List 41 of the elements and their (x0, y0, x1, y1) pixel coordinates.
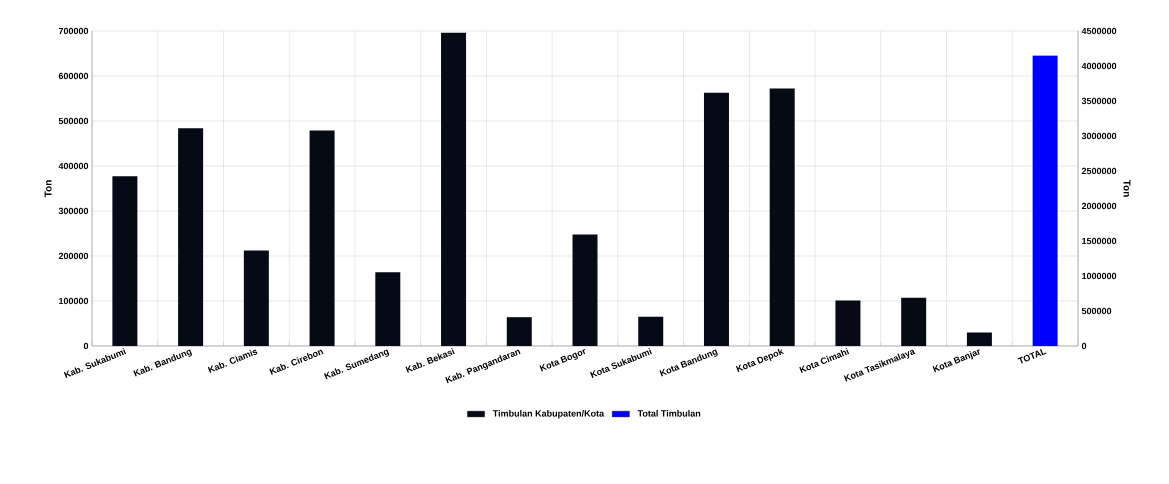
bar (901, 297, 927, 346)
bar (506, 317, 532, 346)
x-tick-label: Kota Bogor (539, 348, 586, 372)
bar (178, 128, 204, 346)
y2-tick-label: 1500000 (1082, 237, 1117, 245)
y-tick-label: 100000 (59, 297, 89, 305)
y2-tick-label: 0 (1081, 342, 1087, 350)
legend-label: Timbulan Kabupaten/Kota (492, 410, 605, 419)
y2-tick-label: 4500000 (1081, 27, 1117, 35)
bar (638, 316, 664, 346)
bar (835, 300, 861, 346)
y-axis-title: Ton (44, 180, 52, 198)
bar (112, 176, 138, 346)
y2-tick-label: 2500000 (1081, 167, 1117, 175)
y-tick-label: 200000 (58, 252, 89, 260)
y-tick-label: 300000 (58, 207, 89, 215)
bar (375, 272, 401, 346)
x-tick-label: Kota Banjar (932, 349, 980, 373)
bar (309, 130, 335, 346)
bar (703, 92, 729, 346)
y2-tick-label: 2000000 (1081, 202, 1117, 210)
y-tick-label: 400000 (58, 162, 89, 170)
x-tick-label: Kab. Ciamis (207, 349, 258, 373)
y2-tick-label: 4000000 (1081, 62, 1117, 70)
y-tick-label: 500000 (58, 117, 89, 125)
bar (441, 32, 467, 346)
y2-tick-label: 500000 (1081, 307, 1112, 315)
y2-tick-label: 3000000 (1081, 132, 1117, 140)
y2-tick-label: 3500000 (1081, 97, 1117, 105)
x-tick-label: Kota Depok (735, 348, 784, 373)
y-tick-label: 700000 (58, 27, 89, 35)
y2-axis-title: Ton (1123, 179, 1131, 197)
x-tick-label: TOTAL (1017, 348, 1047, 364)
bar (769, 88, 795, 346)
legend-label: Total Timbulan (637, 410, 701, 417)
y2-tick-label: 1000000 (1082, 272, 1117, 280)
y-tick-label: 0 (83, 342, 89, 350)
bar (572, 234, 598, 346)
bar (966, 332, 992, 346)
bar (243, 250, 269, 346)
y-tick-label: 600000 (58, 72, 89, 80)
